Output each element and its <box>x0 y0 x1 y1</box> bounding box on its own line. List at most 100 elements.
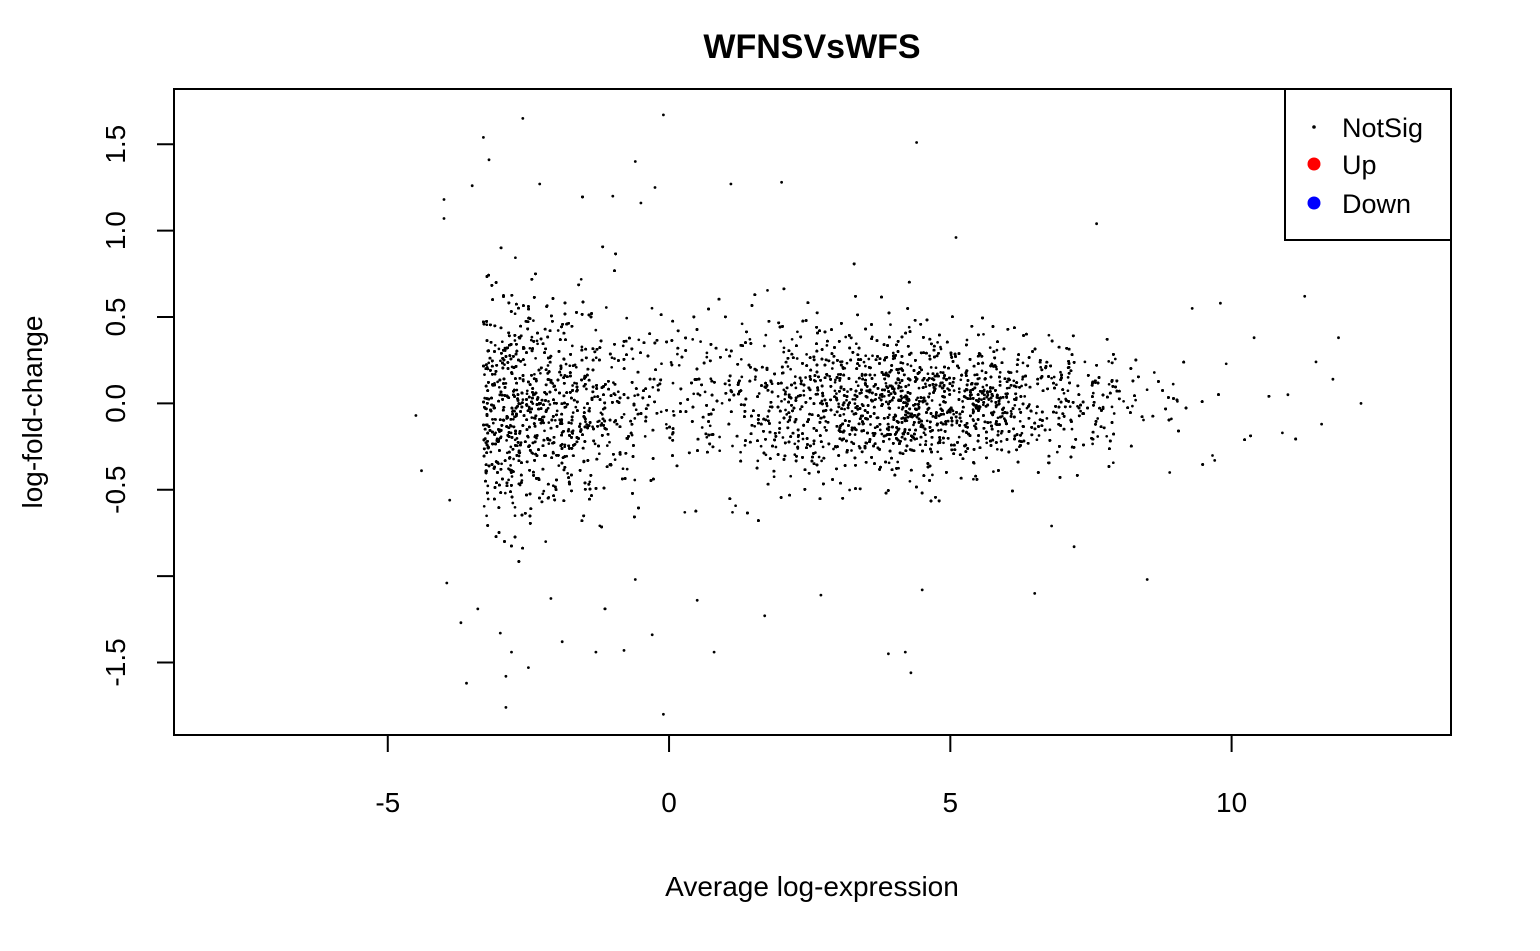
data-point <box>637 338 641 342</box>
data-point <box>915 141 918 144</box>
data-point <box>513 514 517 518</box>
data-point <box>662 712 665 716</box>
data-point <box>824 419 828 423</box>
data-point <box>622 412 626 416</box>
data-point <box>557 464 561 467</box>
data-point <box>873 426 877 430</box>
data-point <box>605 444 609 447</box>
data-point <box>998 380 1002 383</box>
data-point <box>509 431 513 435</box>
data-point <box>842 412 846 416</box>
data-point <box>1021 377 1024 381</box>
data-point <box>530 416 534 419</box>
data-point <box>851 397 855 401</box>
data-point <box>1015 370 1019 373</box>
data-point <box>1281 431 1284 435</box>
data-point <box>665 426 669 430</box>
data-point <box>485 323 489 327</box>
data-point <box>555 409 559 413</box>
data-point <box>525 392 529 396</box>
data-point <box>442 198 446 201</box>
data-point <box>1066 389 1070 393</box>
data-point <box>633 578 637 581</box>
data-point <box>766 415 770 418</box>
data-point <box>511 501 515 505</box>
data-point <box>705 435 709 439</box>
data-point <box>1096 417 1100 420</box>
data-point <box>671 409 675 413</box>
data-point <box>882 394 886 398</box>
data-point <box>1303 294 1307 298</box>
data-point <box>782 388 786 392</box>
data-point <box>980 398 983 402</box>
data-point <box>838 379 842 382</box>
data-point <box>503 346 507 350</box>
data-point <box>981 403 985 407</box>
data-point <box>729 182 733 186</box>
data-point <box>786 420 790 424</box>
data-point <box>662 113 665 117</box>
data-point <box>1059 370 1062 374</box>
data-point <box>525 389 529 393</box>
data-point <box>515 437 519 440</box>
data-point <box>743 444 747 447</box>
data-point <box>542 421 546 425</box>
data-point <box>804 376 807 379</box>
data-point <box>1286 393 1290 397</box>
data-point <box>1020 384 1023 388</box>
data-point <box>880 432 884 436</box>
data-point <box>1002 417 1006 420</box>
data-point <box>823 426 827 429</box>
data-point <box>971 418 975 421</box>
data-point <box>547 400 550 403</box>
data-point <box>938 403 942 407</box>
data-point <box>523 363 527 367</box>
data-point <box>547 421 551 424</box>
data-point <box>483 396 487 400</box>
data-point <box>1320 422 1323 426</box>
data-point <box>833 389 837 393</box>
data-point <box>884 400 888 404</box>
data-point <box>698 393 702 397</box>
data-point <box>1142 418 1145 422</box>
data-point <box>789 474 793 478</box>
data-point <box>959 420 963 423</box>
data-point <box>566 472 569 475</box>
data-point <box>928 354 931 358</box>
data-point <box>907 325 911 329</box>
data-point <box>820 459 823 463</box>
data-point <box>845 361 849 365</box>
data-point <box>560 640 564 644</box>
data-point <box>1055 383 1058 387</box>
data-point <box>825 404 829 408</box>
data-point <box>671 381 675 385</box>
data-point <box>515 388 519 392</box>
data-point <box>903 650 907 654</box>
data-point <box>862 360 866 364</box>
data-point <box>912 423 915 427</box>
data-point <box>585 423 589 426</box>
data-point <box>909 671 913 675</box>
data-point <box>633 478 637 482</box>
data-point <box>782 350 786 354</box>
data-point <box>961 400 964 403</box>
data-point <box>1337 336 1340 340</box>
data-point <box>565 454 569 458</box>
data-point <box>1055 411 1058 415</box>
data-point <box>513 505 517 509</box>
data-point <box>708 424 712 428</box>
data-point <box>527 666 530 669</box>
data-point <box>535 339 539 343</box>
data-point <box>634 408 638 412</box>
data-point <box>594 356 598 360</box>
data-point <box>887 652 890 656</box>
data-point <box>543 429 546 433</box>
data-point <box>782 346 786 350</box>
data-point <box>476 607 480 611</box>
data-point <box>740 375 744 379</box>
data-point <box>989 420 992 424</box>
data-point <box>509 464 512 467</box>
data-point <box>929 366 933 369</box>
data-point <box>571 384 574 387</box>
data-point <box>621 344 625 348</box>
